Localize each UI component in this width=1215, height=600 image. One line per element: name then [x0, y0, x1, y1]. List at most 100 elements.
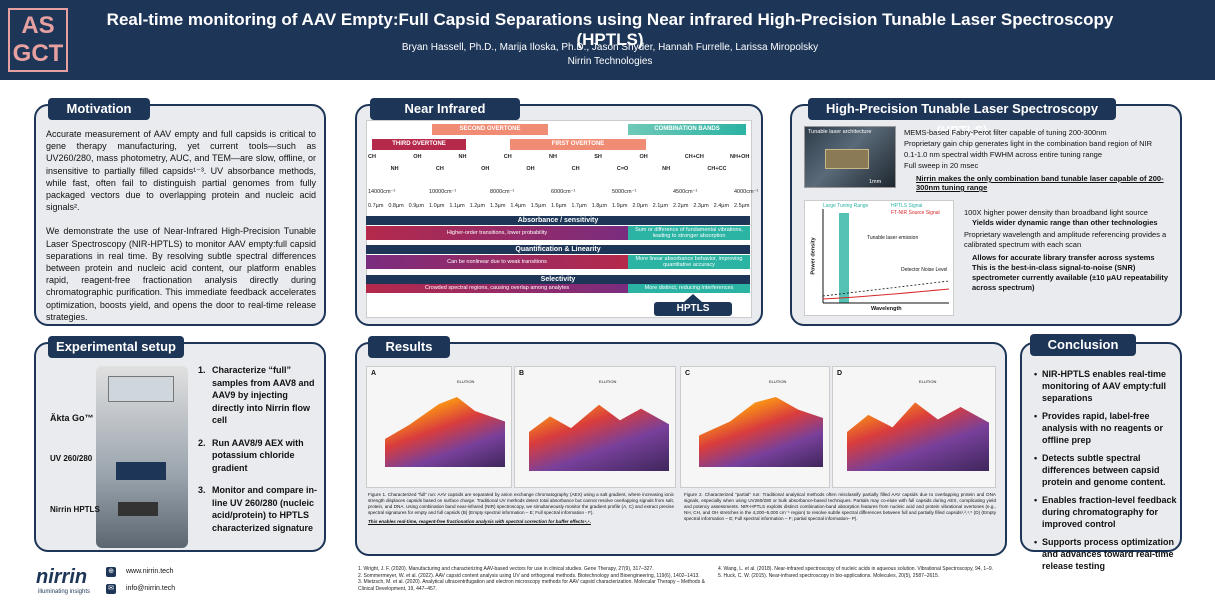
- wavenumber-tick: 4500cm⁻¹: [673, 189, 698, 195]
- step-number: 2.: [198, 437, 206, 448]
- legend-tuning-range: Large Tuning Range: [823, 203, 869, 209]
- wavelength-tick: 2.4µm: [713, 203, 730, 209]
- reference-item: 3. Mietzsch, M. et al. (2020). Analytica…: [358, 579, 705, 592]
- ftir-signal-line: [822, 288, 950, 300]
- step-text: Monitor and compare in-line UV 260/280 (…: [212, 485, 318, 533]
- motivation-heading: Motivation: [48, 98, 150, 120]
- wavelength-tick: 0.8µm: [388, 203, 404, 209]
- functional-group-label: OH: [413, 154, 422, 160]
- legend-ftir: FT-NIR Source Signal: [891, 210, 940, 216]
- motivation-paragraph-2: We demonstrate the use of Near-Infrared …: [46, 226, 316, 322]
- wavelength-tick: 2.2µm: [673, 203, 689, 209]
- setup-step: 2. Run AAV8/9 AEX with potassium chlorid…: [198, 437, 318, 475]
- akta-label: Äkta Go™: [50, 413, 94, 423]
- wavenumber-tick: 6000cm⁻¹: [551, 189, 576, 195]
- laser-chip-shape: [825, 149, 869, 169]
- poster-authors: Bryan Hassell, Ph.D., Marija Iloska, Ph.…: [401, 42, 819, 53]
- tunable-laser-photo-label: Tunable laser architecture: [808, 129, 872, 135]
- email-link[interactable]: info@nirrin.tech: [126, 585, 176, 592]
- functional-group-label: NH: [390, 166, 399, 172]
- figure-2-caption: Figure 2. Characterized “partial” run: T…: [684, 492, 996, 521]
- tuning-range-band: [839, 213, 849, 303]
- wavelength-tick: 2.3µm: [693, 203, 709, 209]
- conclusion-list: NIR-HPTLS enables real-time monitoring o…: [1034, 368, 1178, 578]
- plot-d: D ELUTION: [832, 366, 996, 488]
- setup-step: 1. Characterize “full” samples from AAV8…: [198, 364, 318, 427]
- wavelength-tick: 1.8µm: [591, 203, 608, 209]
- surface-plot-shape: [847, 402, 989, 471]
- hptls-bullets-1: MEMS-based Fabry-Perot filter capable of…: [904, 128, 1174, 172]
- elution-label: ELUTION: [599, 379, 617, 384]
- wavenumber-tick: 8000cm⁻¹: [490, 189, 515, 195]
- second-overtone-strip: SECOND OVERTONE: [432, 124, 548, 135]
- functional-group-label: NH: [662, 166, 671, 172]
- plot-a: A ELUTION: [366, 366, 512, 488]
- noise-level-line: [822, 280, 950, 297]
- functional-group-label: CH: [571, 166, 580, 172]
- wavelength-tick: 1.1µm: [449, 203, 465, 209]
- figure-1-highlight: This enables real-time, reagent-free fra…: [368, 519, 591, 524]
- wavenumber-tick: 10000cm⁻¹: [429, 189, 457, 195]
- step-number: 1.: [198, 365, 206, 375]
- elution-label: ELUTION: [769, 379, 787, 384]
- hptls-arrow-icon: [684, 294, 702, 302]
- hptls-sub-bullet: Allows for accurate library transfer acr…: [972, 253, 1155, 262]
- conclusion-item: Detects subtle spectral differences betw…: [1034, 452, 1178, 488]
- wavelength-tick: 1.2µm: [469, 203, 486, 209]
- absorbance-title: Absorbance / sensitivity: [366, 216, 750, 225]
- setup-steps: 1. Characterize “full” samples from AAV8…: [198, 364, 318, 534]
- conclusion-item: Provides rapid, label-free analysis with…: [1034, 410, 1178, 446]
- functional-group-label: CH: [435, 166, 444, 172]
- plot-panel-label: A: [371, 370, 377, 377]
- hptls-sub-bullet: This is the best-in-class signal-to-nois…: [972, 263, 1169, 292]
- hptls-label: Nirrin HPTLS: [50, 505, 100, 514]
- wavelength-axis: 0.7µm 0.8µm 0.9µm 1.0µm 1.1µm 1.2µm 1.3µm 1.4µm…: [368, 203, 752, 212]
- instrument-photo: [96, 366, 188, 548]
- functional-group-row: CH NH OH CH NH OH CH OH NH CH SH C=O OH NH CH+CH CH+CC N…: [368, 154, 752, 186]
- poster-header: AS GCT Real-time monitoring of AAV Empty:…: [0, 0, 1215, 80]
- functional-group-label: CH+CH: [684, 154, 704, 160]
- references-left: 1. Wright, J. F. (2020). Manufacturing a…: [358, 566, 708, 592]
- asgct-logo: AS GCT: [8, 8, 68, 72]
- wavelength-tick: 1.9µm: [612, 203, 628, 209]
- motivation-panel: [34, 104, 326, 326]
- power-density-svg: [822, 209, 950, 304]
- plot-panel-label: B: [519, 370, 525, 377]
- absorbance-left: Higher-order transitions, lower probabil…: [366, 226, 628, 240]
- functional-group-label: OH: [481, 166, 490, 172]
- plot-panel-label: C: [685, 370, 691, 377]
- quantification-title: Quantification & Linearity: [366, 245, 750, 254]
- wavelength-tick: 1.0µm: [429, 203, 445, 209]
- uv-label: UV 260/280: [50, 454, 93, 463]
- functional-group-label: NH+OH: [730, 154, 750, 160]
- wavelength-tick: 2.0µm: [632, 203, 648, 209]
- functional-group-label: CH+CC: [707, 166, 727, 172]
- wavelength-tick: 0.9µm: [408, 203, 425, 209]
- tunable-laser-photo: Tunable laser architecture 1mm: [804, 126, 896, 188]
- absorbance-right: Sum or difference of fundamental vibrati…: [628, 226, 750, 240]
- plot-panel-label: D: [837, 370, 843, 377]
- hptls-bullets-2: 100X higher power density than broadband…: [964, 208, 1176, 293]
- wavelength-tick: 2.1µm: [652, 203, 669, 209]
- reference-item: 5. Huck, C. W. (2015). Near-infrared spe…: [718, 572, 940, 579]
- hptls-tag: HPTLS: [654, 302, 732, 316]
- results-heading: Results: [368, 336, 450, 358]
- website-link[interactable]: www.nirrin.tech: [126, 568, 174, 575]
- step-number: 3.: [198, 485, 206, 495]
- uv-module-shape: [116, 462, 166, 480]
- poster-title: Real-time monitoring of AAV Empty:Full C…: [106, 10, 1114, 49]
- nirrin-tagline: illuminating insights: [38, 589, 91, 595]
- functional-group-label: NH: [549, 154, 557, 160]
- wavelength-tick: 1.4µm: [510, 203, 526, 209]
- wavenumber-axis: 14000cm⁻¹ 10000cm⁻¹ 8000cm⁻¹ 6000cm⁻¹ 5000cm…: [368, 189, 758, 198]
- functional-group-label: CH: [503, 154, 512, 160]
- noise-label: Detector Noise Level: [901, 267, 948, 273]
- setup-heading: Experimental setup: [48, 336, 184, 358]
- motivation-text: Accurate measurement of AAV empty and fu…: [46, 128, 316, 335]
- hptls-bullet: 100X higher power density than broadband…: [964, 208, 1148, 217]
- functional-group-label: OH: [639, 154, 648, 160]
- reference-item: 4. Wang, L. et al. (2018). Near-infrared…: [718, 566, 994, 572]
- hptls-bullet: Proprietary gain chip generates light in…: [904, 139, 1153, 148]
- wavelength-tick: 1.3µm: [490, 203, 506, 209]
- functional-group-label: CH: [368, 154, 376, 160]
